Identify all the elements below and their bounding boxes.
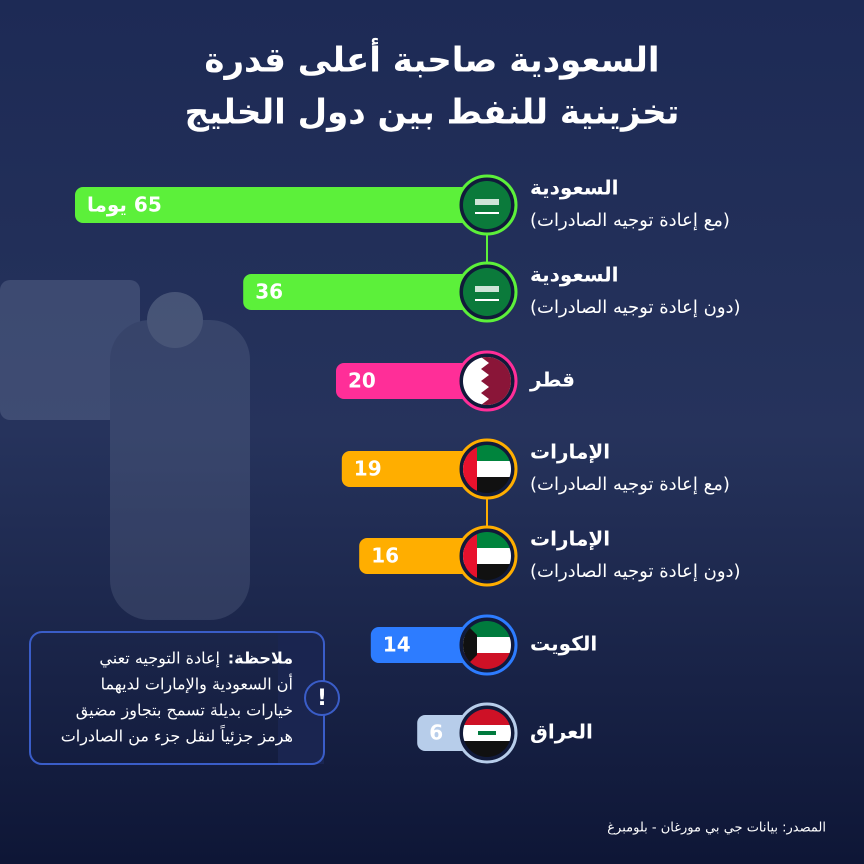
flag-part [463,621,477,669]
flags: السعودية (مع إعادة توجيه الصادرات) السعودي… [456,174,741,764]
flag-part [463,445,477,493]
flag [456,174,518,236]
flag [456,614,518,676]
flag-part [478,731,496,735]
note-line: خيارات بديلة تسمح بتجاوز مضيق [76,701,293,721]
bar [341,451,487,487]
value-label: 19 [354,457,382,481]
value-label: 20 [348,369,376,393]
flag-part [475,286,499,292]
value-label: 16 [371,544,399,568]
note-label: ملاحظة: [228,649,293,668]
value-label: 36 [255,280,283,304]
flag [456,525,518,587]
background-photo [0,280,250,620]
bar [359,538,487,574]
category-label: قطر [529,368,575,392]
category-label: السعودية [530,176,618,200]
flag [456,261,518,323]
flag-inner [463,181,511,229]
category-subtitle: (مع إعادة توجيه الصادرات) [530,210,730,231]
flag [456,702,518,764]
note-icon-mark: ! [317,686,327,711]
bar [75,187,487,223]
flag-part [463,532,477,580]
bar [336,363,487,399]
category-subtitle: (مع إعادة توجيه الصادرات) [530,474,730,495]
note-line: أن السعودية والإمارات لديهما [101,674,293,695]
flag-inner [463,445,511,493]
category-label: الكويت [530,632,597,656]
note-icon [304,680,340,716]
category-subtitle: (دون إعادة توجيه الصادرات) [530,297,741,318]
category-label: الإمارات [530,440,610,464]
value-label: 65 يوما [87,193,162,217]
note-line: هرمز جزئياً لنقل جزء من الصادرات [61,724,293,747]
note-line: إعادة التوجيه تعني [99,649,220,669]
title-line: السعودية صاحبة أعلى قدرة [204,38,659,81]
flag-inner [463,621,511,669]
flag-inner [463,357,511,405]
category-label: السعودية [530,263,618,287]
category-label: العراق [530,720,593,744]
source: المصدر: بيانات جي بي مورغان - بلومبرغ [607,821,826,836]
title-line: تخزينية للنفط بين دول الخليج [185,93,680,133]
flag-part [463,741,511,757]
category-label: الإمارات [530,527,610,551]
flag [456,438,518,500]
value-label: 14 [383,633,411,657]
flag-part [475,199,499,205]
bar [243,274,487,310]
flag-inner [463,532,511,580]
flag-inner [463,268,511,316]
category-subtitle: (دون إعادة توجيه الصادرات) [530,561,741,582]
flag-part [463,709,511,725]
value-label: 6 [429,721,443,745]
flag-part [481,357,511,405]
flag [456,350,518,412]
flag-inner [463,709,511,757]
